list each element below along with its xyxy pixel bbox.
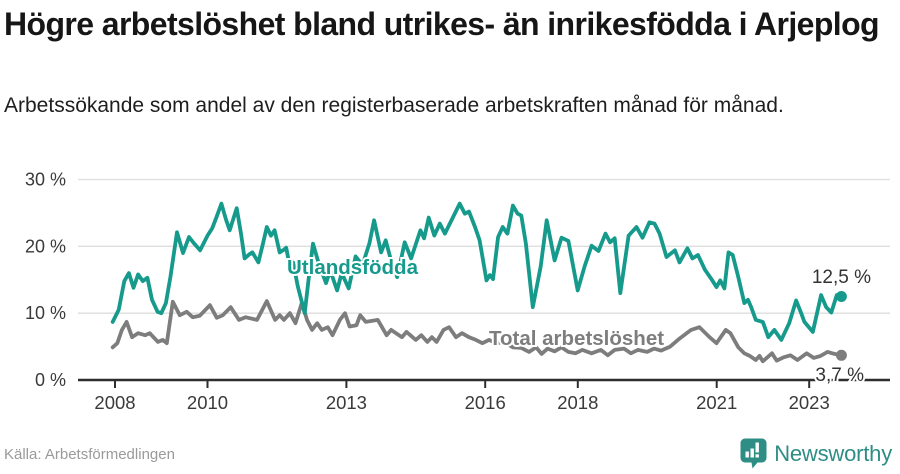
series-line-0: [110, 201, 844, 342]
series-line-1: [110, 299, 844, 364]
chart-subtitle: Arbetssökande som andel av den registerb…: [4, 94, 784, 117]
series-dot-1: [835, 349, 847, 361]
series-label-utlandsfodda: Utlandsfödda: [287, 256, 419, 279]
series-dot-0: [835, 291, 847, 302]
source-note: Källa: Arbetsförmedlingen: [4, 446, 175, 463]
x-tick-label: 2023: [789, 392, 830, 413]
brand-name: Newsworthy: [774, 440, 892, 466]
end-value-label-utlandsfodda: 12,5 %: [812, 267, 871, 288]
x-tick-label: 2016: [465, 392, 506, 413]
y-tick-label: 20 %: [25, 236, 66, 256]
x-tick-label: 2010: [187, 392, 228, 413]
page-title: Högre arbetslöshet bland utrikes- än inr…: [4, 6, 880, 42]
y-tick-label: 0 %: [35, 370, 66, 390]
end-value-label-total: 3,7 %: [815, 365, 864, 386]
brand-logo: Newsworthy: [740, 438, 892, 469]
x-tick-label: 2018: [557, 392, 598, 413]
chart-canvas: 30 % 20 % 10 % 0 % 2008 2010 2013 2016 2…: [25, 170, 890, 413]
series-label-total: Total arbetslöshet: [489, 327, 664, 350]
x-tick-label: 2013: [326, 392, 367, 413]
y-tick-label: 30 %: [25, 170, 66, 190]
x-tick-label: 2021: [696, 392, 737, 413]
chart-area: 30 % 20 % 10 % 0 % 2008 2010 2013 2016 2…: [0, 164, 900, 424]
y-tick-label: 10 %: [25, 303, 66, 323]
newsworthy-icon: [740, 438, 767, 469]
x-tick-label: 2008: [94, 392, 135, 413]
